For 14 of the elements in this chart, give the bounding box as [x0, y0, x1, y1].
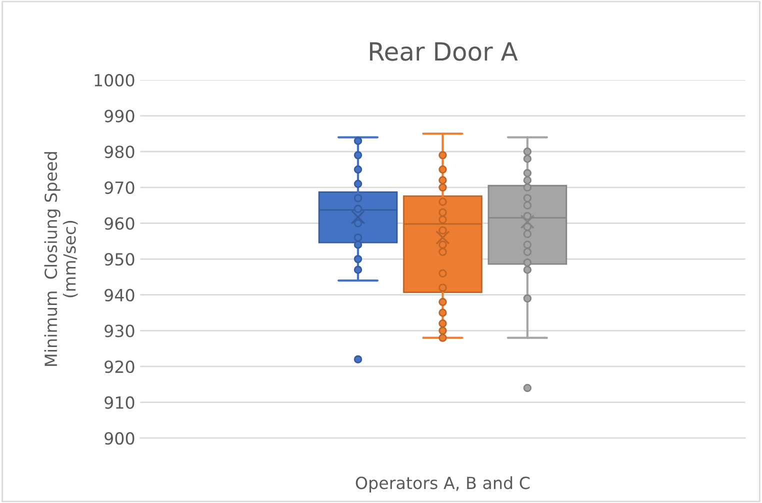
y-tick-label: 1000: [94, 74, 134, 87]
y-tick-label: 990: [104, 110, 134, 122]
y-tick-label: 940: [104, 288, 134, 302]
y-tick-label: 980: [104, 146, 134, 158]
y-tick-label: 910: [104, 396, 134, 409]
y-axis-title: Minimum Closiung Speed (mm/sec): [44, 152, 78, 366]
y-tick-label: 950: [104, 253, 134, 266]
y-tick-label: 960: [104, 217, 134, 230]
y-tick-label: 900: [104, 432, 134, 445]
y-tick-label: 930: [104, 324, 134, 338]
chart-title: Rear Door A: [370, 42, 518, 61]
y-tick-label: 970: [104, 181, 134, 194]
x-axis-title: Operators A, B and C: [356, 476, 530, 492]
y-tick-label: 920: [104, 360, 134, 374]
